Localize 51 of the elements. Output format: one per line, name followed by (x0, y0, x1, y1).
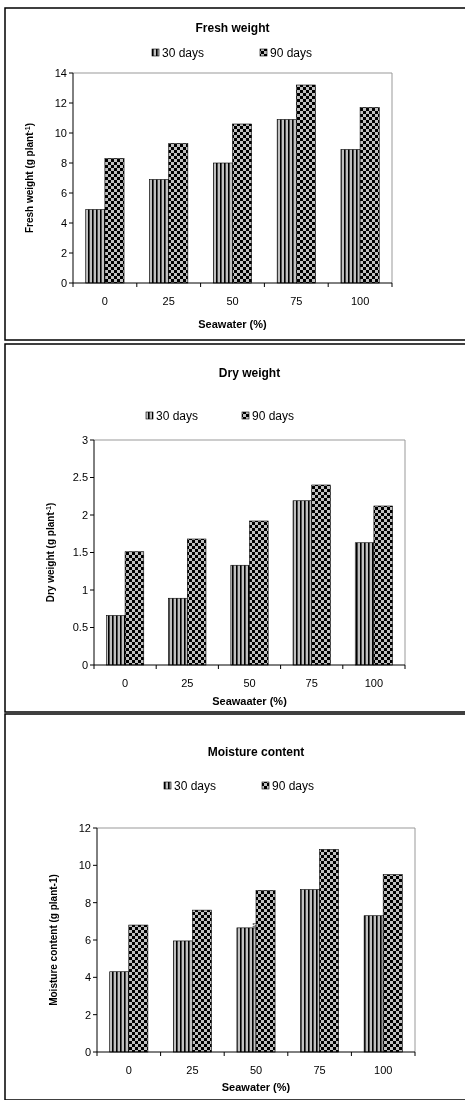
y-tick-label: 0 (84, 1045, 91, 1058)
x-tick-label: 50 (243, 677, 256, 689)
x-tick-label: 25 (181, 677, 194, 689)
y-tick-label: 4 (60, 216, 67, 229)
chart-title: Dry weight (218, 366, 281, 380)
x-axis-title: Seawater (%) (198, 318, 268, 330)
x-tick-label: 100 (364, 677, 384, 689)
y-tick-label: 0.5 (72, 621, 88, 634)
y-tick-label: 0 (81, 658, 88, 671)
x-axis-title: Seawaater (%) (212, 695, 288, 707)
chart-title: Fresh weight (195, 21, 270, 35)
x-tick-label: 25 (162, 295, 175, 307)
y-tick-label: 4 (84, 971, 91, 984)
legend-label: 90 days (272, 779, 315, 793)
y-tick-label: 6 (84, 933, 91, 946)
legend-label: 90 days (270, 46, 313, 60)
y-tick-label: 2 (84, 1008, 91, 1021)
y-tick-label: 2 (60, 246, 67, 259)
x-tick-label: 75 (290, 295, 303, 307)
x-tick-label: 100 (350, 295, 370, 307)
legend-label: 30 days (162, 46, 205, 60)
y-tick-label: 1 (81, 583, 88, 596)
x-tick-label: 50 (249, 1064, 263, 1076)
y-tick-label: 10 (78, 859, 91, 872)
chart-title: Moisture content (207, 745, 305, 759)
y-tick-label: 10 (54, 126, 67, 139)
x-tick-label: 0 (101, 295, 108, 307)
x-tick-label: 25 (186, 1064, 199, 1076)
x-axis-title: Seawater (%) (221, 1081, 291, 1093)
x-tick-label: 50 (226, 295, 239, 307)
y-tick-label: 3 (81, 433, 88, 446)
y-tick-label: 2 (81, 508, 88, 521)
x-tick-label: 0 (125, 1064, 132, 1076)
legend-label: 90 days (252, 409, 295, 423)
annotation: s (252, 919, 257, 929)
y-tick-label: 8 (60, 156, 67, 169)
legend-label: 30 days (174, 779, 217, 793)
y-tick-label: 0 (60, 276, 67, 289)
y-tick-label: 12 (54, 96, 67, 109)
x-tick-label: 75 (313, 1064, 326, 1076)
x-tick-label: 75 (305, 677, 318, 689)
legend-label: 30 days (156, 409, 199, 423)
y-tick-label: 8 (84, 896, 91, 909)
y-tick-label: 6 (60, 186, 67, 199)
x-tick-label: 100 (374, 1064, 393, 1076)
x-tick-label: 0 (122, 677, 129, 689)
y-tick-label: 14 (54, 66, 67, 79)
y-tick-label: 2.5 (72, 471, 88, 484)
y-axis-title: Moisture content (g plant-1) (48, 874, 59, 1006)
y-tick-label: 12 (78, 821, 91, 834)
y-tick-label: 1.5 (72, 546, 88, 559)
